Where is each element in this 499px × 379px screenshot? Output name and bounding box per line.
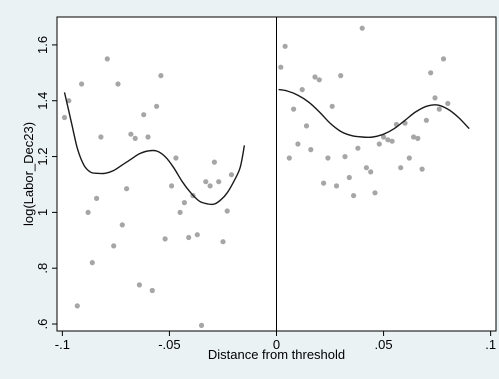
data-point-45 <box>312 74 318 80</box>
data-point-37 <box>278 64 284 70</box>
data-point-73 <box>432 95 438 101</box>
data-point-68 <box>411 134 417 140</box>
data-point-51 <box>338 73 344 79</box>
data-point-72 <box>428 70 434 76</box>
data-point-3 <box>79 81 85 87</box>
data-point-18 <box>149 287 155 294</box>
x-tick-label-2: 0 <box>273 337 280 352</box>
data-point-65 <box>398 165 404 171</box>
y-axis: .6 .8 1 1.2 1.4 1.6 <box>35 36 57 330</box>
scatter-points <box>61 25 451 328</box>
data-point-53 <box>346 174 352 181</box>
data-point-70 <box>419 166 425 172</box>
data-point-54 <box>351 193 357 199</box>
data-point-55 <box>355 145 361 151</box>
fit-curves <box>63 88 470 206</box>
y-tick-label-4: 1.4 <box>35 92 50 110</box>
data-point-47 <box>321 180 327 186</box>
data-point-36 <box>228 172 235 178</box>
data-point-44 <box>308 147 314 153</box>
data-point-26 <box>186 234 192 241</box>
data-point-71 <box>423 117 429 123</box>
data-point-0 <box>61 114 68 121</box>
data-point-38 <box>282 43 288 49</box>
x-tick-label-3: .05 <box>375 337 393 352</box>
data-point-1 <box>66 98 72 104</box>
data-point-41 <box>295 141 301 147</box>
x-axis: -.1 -.05 0 .05 .1 <box>55 331 496 352</box>
data-point-31 <box>207 183 213 189</box>
data-point-40 <box>291 106 297 112</box>
data-point-8 <box>104 56 110 62</box>
x-tick-label-4: .1 <box>485 337 496 352</box>
data-point-56 <box>359 25 365 31</box>
fit-curve-left <box>63 92 246 206</box>
data-point-23 <box>173 155 179 161</box>
data-point-5 <box>89 260 95 266</box>
data-point-60 <box>376 141 382 147</box>
data-point-33 <box>216 179 222 185</box>
data-point-61 <box>381 134 387 140</box>
data-point-62 <box>385 137 391 143</box>
data-point-6 <box>94 195 100 201</box>
data-point-52 <box>342 154 348 160</box>
y-axis-title: log(Labor_Dec23) <box>21 122 36 226</box>
data-point-24 <box>177 209 183 215</box>
data-point-48 <box>325 155 331 161</box>
data-point-28 <box>194 232 200 238</box>
data-point-10 <box>115 81 121 87</box>
data-point-49 <box>329 103 335 109</box>
data-point-25 <box>181 200 187 206</box>
data-point-74 <box>436 106 442 112</box>
data-point-13 <box>128 131 134 137</box>
y-tick-label-3: 1.2 <box>35 148 50 166</box>
data-point-17 <box>145 134 151 140</box>
data-point-11 <box>119 222 125 228</box>
y-tick-label-1: .8 <box>35 263 50 274</box>
data-point-32 <box>211 159 217 165</box>
data-point-42 <box>299 87 305 93</box>
data-point-34 <box>220 239 226 245</box>
y-tick-label-2: 1 <box>35 209 50 216</box>
data-point-63 <box>389 138 395 144</box>
data-point-69 <box>415 135 421 141</box>
y-tick-label-0: .6 <box>35 319 50 330</box>
data-point-39 <box>286 155 292 161</box>
data-point-14 <box>132 135 138 141</box>
data-point-75 <box>440 56 447 62</box>
data-point-22 <box>169 183 175 189</box>
data-point-43 <box>303 123 310 129</box>
data-point-30 <box>203 179 209 185</box>
data-point-50 <box>333 183 340 189</box>
data-point-15 <box>136 282 142 288</box>
data-point-2 <box>74 303 80 309</box>
data-point-12 <box>124 186 130 192</box>
data-point-4 <box>85 209 91 215</box>
data-point-29 <box>198 322 205 328</box>
y-tick-label-5: 1.6 <box>35 36 50 54</box>
data-point-9 <box>111 243 117 249</box>
data-point-35 <box>224 208 230 214</box>
x-tick-label-0: -.1 <box>55 337 70 352</box>
data-point-46 <box>316 77 322 83</box>
data-point-76 <box>445 100 451 107</box>
data-point-58 <box>368 169 374 175</box>
data-point-7 <box>98 134 104 140</box>
x-axis-title: Distance from threshold <box>208 347 345 362</box>
x-tick-label-1: -.05 <box>158 337 180 352</box>
data-point-20 <box>158 73 164 79</box>
data-point-57 <box>363 165 369 171</box>
data-point-67 <box>406 155 412 161</box>
fit-curve-right <box>278 88 470 138</box>
data-point-21 <box>162 236 168 242</box>
data-point-59 <box>372 190 378 196</box>
data-point-19 <box>154 103 160 109</box>
data-point-16 <box>141 112 147 118</box>
